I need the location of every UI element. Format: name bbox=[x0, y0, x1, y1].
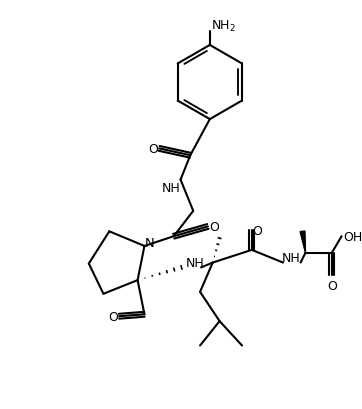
Polygon shape bbox=[300, 231, 306, 253]
Text: O: O bbox=[108, 310, 118, 323]
Text: NH: NH bbox=[161, 182, 180, 194]
Text: O: O bbox=[253, 224, 262, 237]
Text: OH: OH bbox=[344, 230, 362, 243]
Text: O: O bbox=[148, 142, 158, 155]
Text: NH: NH bbox=[186, 256, 205, 270]
Text: O: O bbox=[209, 220, 219, 234]
Text: O: O bbox=[327, 279, 337, 292]
Text: NH: NH bbox=[281, 252, 300, 265]
Text: NH$_2$: NH$_2$ bbox=[211, 19, 236, 34]
Text: N: N bbox=[144, 236, 154, 249]
